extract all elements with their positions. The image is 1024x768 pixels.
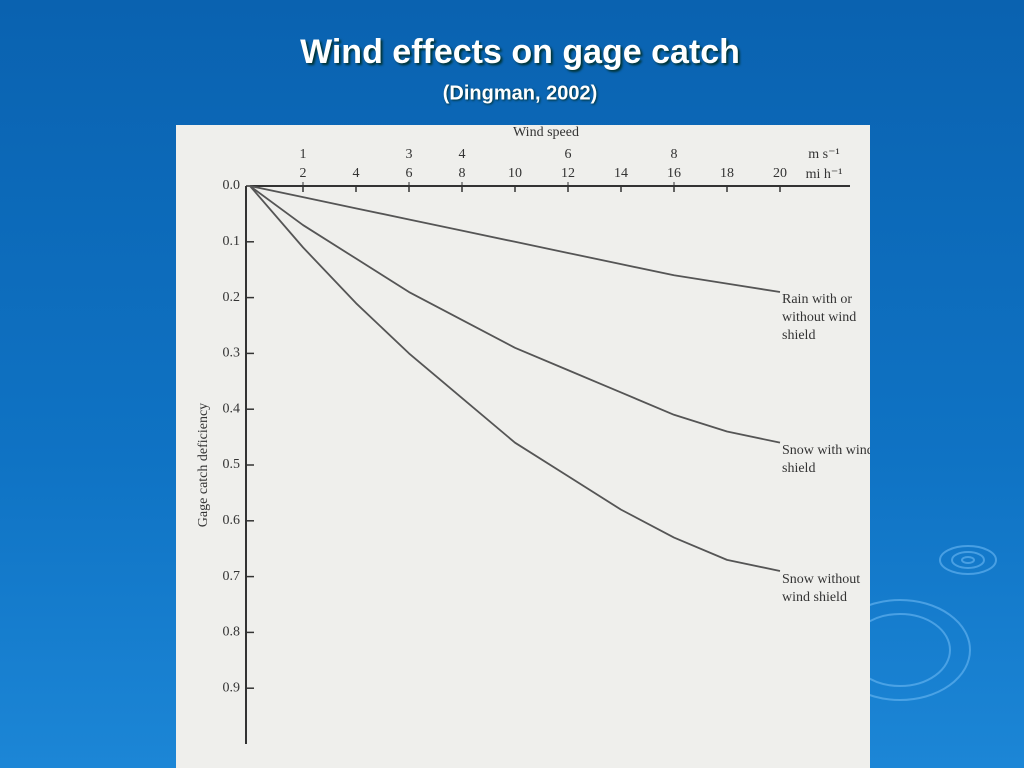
x-tick-label: 6 xyxy=(406,166,413,181)
y-tick-label: 0.5 xyxy=(223,457,241,472)
x2-tick-label: 4 xyxy=(459,147,466,162)
y-tick-label: 0.1 xyxy=(223,234,241,249)
x2-unit-label: m s⁻¹ xyxy=(808,147,839,162)
chart-panel: Wind speed mi h⁻¹ m s⁻¹ Gage catch deficien… xyxy=(176,125,874,768)
series-label: Rain with or without wind shield xyxy=(782,292,857,343)
x-tick-label: 12 xyxy=(561,166,575,181)
slide-subtitle: (Dingman, 2002) xyxy=(443,82,597,104)
x-tick-label: 20 xyxy=(773,166,787,181)
x-tick-label: 2 xyxy=(300,166,307,181)
y-tick-label: 0.2 xyxy=(223,290,241,305)
x-tick-label: 18 xyxy=(720,166,734,181)
y-tick-label: 0.0 xyxy=(223,178,241,193)
x-tick-label: 14 xyxy=(614,166,628,181)
x2-tick-label: 3 xyxy=(406,147,413,162)
y-axis-title: Gage catch deficiency xyxy=(196,403,211,527)
y-tick-label: 0.6 xyxy=(223,513,241,528)
data-line xyxy=(249,185,781,572)
x-tick-label: 16 xyxy=(667,166,681,181)
x2-tick-label: 6 xyxy=(565,147,572,162)
x-tick-label: 8 xyxy=(459,166,466,181)
data-line xyxy=(249,185,781,293)
panel-background xyxy=(176,125,870,768)
y-tick-label: 0.4 xyxy=(223,401,241,416)
series-label-box: Rain with or without wind shield xyxy=(782,292,857,343)
series-label: Snow with wind shield xyxy=(782,443,874,476)
x-axis-title: Wind speed xyxy=(513,125,579,140)
y-tick-label: 0.3 xyxy=(223,346,241,361)
series-label: Snow without wind shield xyxy=(782,572,861,605)
data-line xyxy=(249,185,781,444)
x-tick-label: 10 xyxy=(508,166,522,181)
y-tick-label: 0.9 xyxy=(223,680,241,695)
y-tick-label: 0.7 xyxy=(223,569,241,584)
x-tick-label: 4 xyxy=(353,166,360,181)
series-label-box: Snow with wind shield xyxy=(782,443,874,476)
slide-title: Wind effects on gage catch xyxy=(300,33,740,71)
x2-tick-label: 8 xyxy=(671,147,678,162)
y-tick-label: 0.8 xyxy=(223,625,241,640)
x2-tick-label: 1 xyxy=(300,147,307,162)
x-unit-label: mi h⁻¹ xyxy=(806,167,843,182)
series-label-box: Snow without wind shield xyxy=(782,572,861,605)
